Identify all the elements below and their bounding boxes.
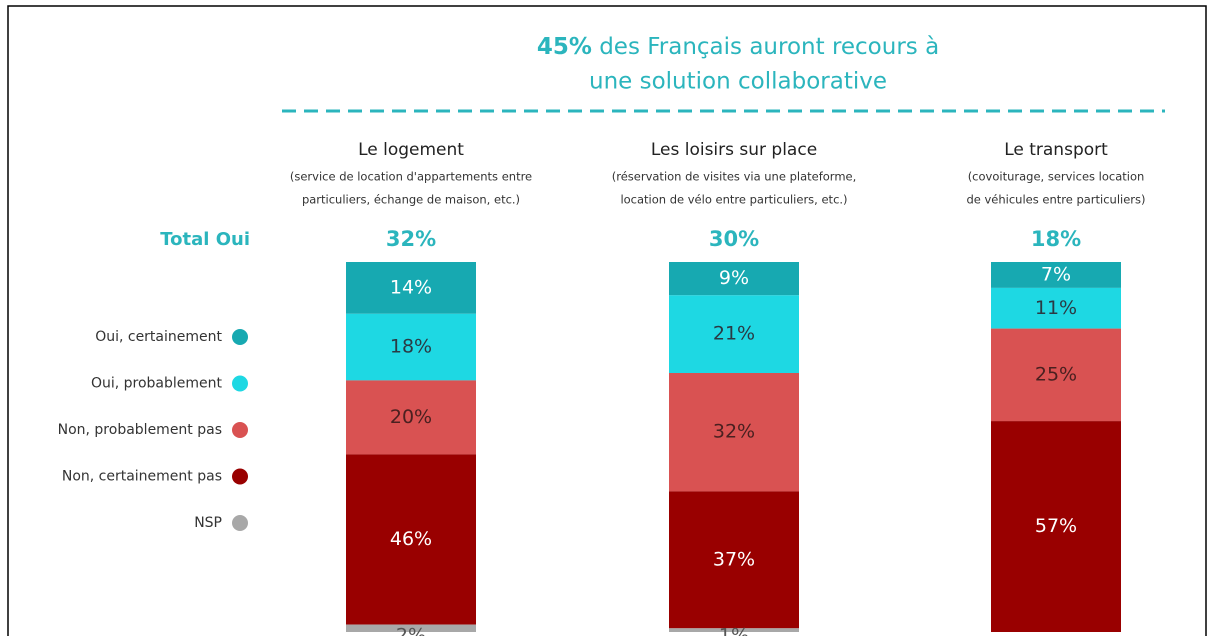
category-note: (covoiturage, services location (968, 170, 1145, 184)
title-line: des Français auront recours à (599, 34, 939, 60)
chart-title: une solution collaborative (589, 69, 887, 95)
value-label: 18% (390, 336, 432, 358)
total-value: 32% (386, 227, 436, 251)
value-label: 25% (1035, 363, 1077, 385)
category-note: particuliers, échange de maison, etc.) (302, 193, 520, 207)
value-label: 11% (1035, 297, 1077, 319)
category-note: de véhicules entre particuliers) (966, 193, 1145, 207)
bar-segment (346, 624, 476, 632)
value-label: 32% (713, 421, 755, 443)
legend-label: Oui, probablement (91, 376, 223, 392)
total-label: Total Oui (160, 229, 250, 250)
bar-segment (669, 295, 799, 373)
category-label: Le logement (358, 140, 464, 160)
bar-segment (669, 262, 799, 296)
category-label: Les loisirs sur place (651, 140, 817, 160)
bar-segment (991, 328, 1121, 422)
bar-segment (669, 491, 799, 629)
category-note: (service de location d'appartements entr… (290, 170, 532, 184)
legend-label: Non, certainement pas (62, 469, 222, 485)
total-value: 18% (1031, 227, 1081, 251)
bar-segment (346, 313, 476, 381)
value-label: 9% (719, 267, 749, 289)
bar-segment (346, 380, 476, 455)
bar-segment (346, 454, 476, 625)
total-value: 30% (709, 227, 759, 251)
bar-segment (669, 373, 799, 492)
value-label: 37% (713, 548, 755, 570)
legend-dot (232, 515, 248, 531)
title-highlight: 45% (537, 34, 592, 60)
legend-dot (232, 468, 248, 485)
legend-dot (232, 329, 248, 345)
value-label: 14% (390, 276, 432, 298)
value-label: 1% (719, 625, 749, 636)
legend-label: Non, probablement pas (58, 422, 222, 438)
bar-segment (669, 628, 799, 632)
legend-label: Oui, certainement (95, 329, 222, 345)
value-label: 46% (390, 528, 432, 550)
value-label: 57% (1035, 515, 1077, 537)
bar-segment (991, 262, 1121, 288)
value-label: 2% (396, 625, 426, 636)
category-note: (réservation de visites via une platefor… (612, 170, 857, 184)
value-label: 7% (1041, 263, 1071, 285)
bar-segment (991, 287, 1121, 329)
legend-label: NSP (194, 515, 222, 531)
category-note: location de vélo entre particuliers, etc… (620, 193, 847, 207)
legend-dot (232, 375, 248, 392)
chart-title: 45% des Français auront recours à (537, 34, 939, 60)
value-label: 21% (713, 323, 755, 345)
category-label: Le transport (1004, 140, 1108, 160)
bar-segment (346, 262, 476, 314)
bar-segment (991, 421, 1121, 632)
value-label: 20% (390, 406, 432, 428)
legend-dot (232, 422, 248, 438)
